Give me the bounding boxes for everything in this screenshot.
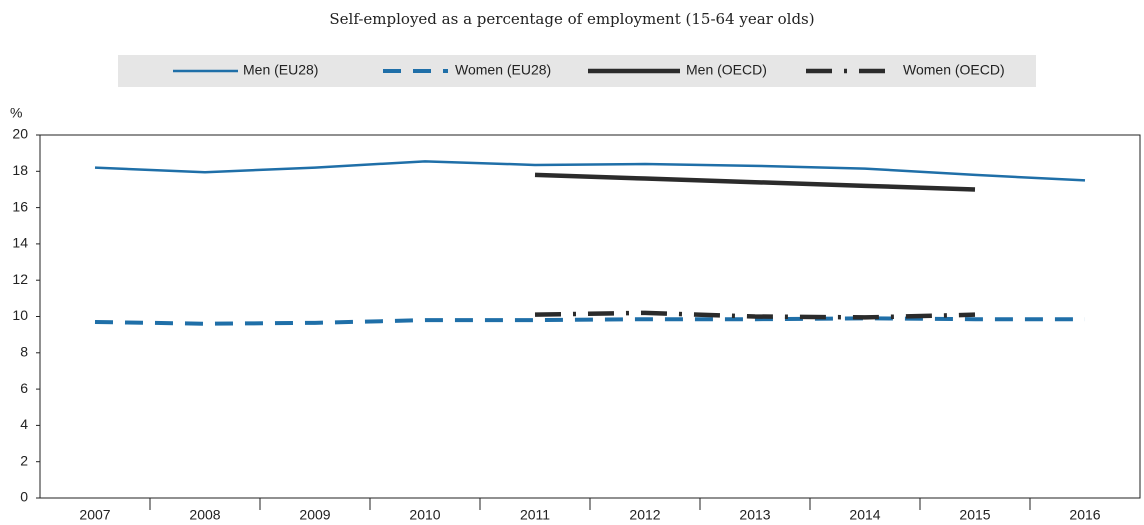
legend-label: Men (EU28) (243, 62, 318, 78)
y-tick-label: 10 (12, 307, 28, 323)
y-tick-label: 16 (12, 198, 28, 214)
x-tick-label: 2012 (629, 507, 660, 523)
x-tick-label: 2015 (959, 507, 990, 523)
legend-label: Women (OECD) (903, 62, 1005, 78)
x-tick-label: 2007 (79, 507, 110, 523)
y-tick-label: 14 (12, 235, 28, 251)
legend-label: Men (OECD) (686, 62, 767, 78)
x-tick-label: 2013 (739, 507, 770, 523)
series-line (534, 172, 976, 192)
y-tick-label: 20 (12, 126, 28, 142)
x-tick-label: 2010 (409, 507, 440, 523)
legend-label: Women (EU28) (455, 62, 551, 78)
x-tick-label: 2014 (849, 507, 880, 523)
x-tick-label: 2009 (299, 507, 330, 523)
y-tick-label: 6 (20, 380, 28, 396)
x-tick-label: 2008 (189, 507, 220, 523)
y-axis-label: % (10, 105, 22, 121)
y-tick-label: 18 (12, 162, 28, 178)
x-tick-label: 2011 (520, 507, 550, 523)
y-tick-label: 2 (20, 452, 28, 468)
y-tick-label: 8 (20, 344, 28, 360)
series-line (94, 160, 1086, 182)
y-tick-label: 12 (12, 271, 28, 287)
series-line (94, 316, 1085, 326)
y-tick-label: 4 (20, 416, 28, 432)
series-line (534, 310, 976, 320)
y-tick-label: 0 (20, 489, 28, 505)
x-tick-label: 2016 (1069, 507, 1100, 523)
chart-title: Self-employed as a percentage of employm… (329, 10, 814, 28)
